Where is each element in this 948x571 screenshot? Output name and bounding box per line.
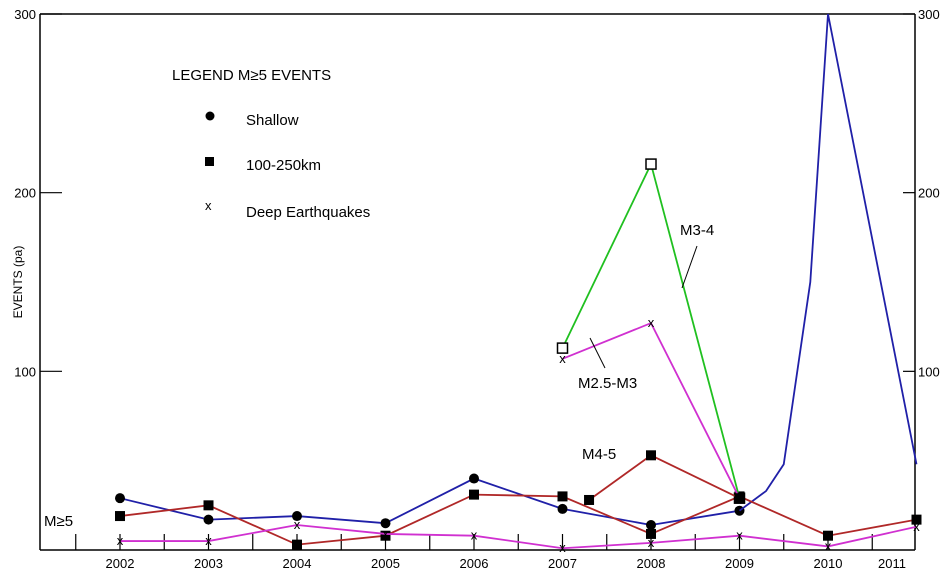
y-axis-label: EVENTS (pa) — [11, 246, 25, 319]
x-tick-label-4: 2006 — [460, 556, 489, 571]
left-y-tick-label-1: 200 — [14, 186, 36, 201]
point-M2.5-M3-0: x — [559, 351, 566, 366]
point-shallow-4 — [469, 473, 479, 484]
legend-marker-100-250km — [205, 157, 214, 166]
point-deep-9: x — [913, 519, 920, 534]
legend-label-shallow: Shallow — [246, 112, 299, 129]
point-mid-depth-0 — [115, 511, 125, 522]
left-y-tick-label-2: 300 — [14, 7, 36, 22]
legend-label-100-250km: 100-250km — [246, 157, 321, 174]
axes — [39, 13, 916, 551]
annotation-leader-m2-5-m3 — [589, 337, 606, 369]
series-line-mid-depth — [119, 493, 917, 546]
x-tick-label-1: 2003 — [194, 556, 223, 571]
point-mid-depth-9 — [911, 514, 922, 525]
point-shallow-0 — [115, 493, 125, 504]
x-tick-label-2: 2004 — [283, 556, 312, 571]
x-tick-label-9: 2011 — [878, 556, 906, 571]
legend-title: LEGEND M≥5 EVENTS — [172, 67, 331, 84]
point-deep-8: x — [825, 538, 832, 553]
annotation-m3-4: M3-4 — [680, 222, 714, 239]
x-tick-label-7: 2009 — [725, 556, 754, 571]
point-shallow-5 — [557, 503, 568, 514]
point-mid-depth-1 — [203, 500, 214, 511]
point-deep-2: x — [294, 517, 301, 532]
point-mid-depth-6 — [646, 528, 656, 539]
point-M4-5-1 — [646, 450, 656, 461]
point-shallow-2 — [292, 511, 302, 522]
point-M2.5-M3-1: x — [648, 315, 655, 330]
x-tick-label-6: 2008 — [637, 556, 666, 571]
point-shallow-3 — [380, 518, 391, 529]
annotations: M3-4 M2.5-M3 M4-5 — [578, 222, 714, 463]
series-shallow — [115, 473, 745, 530]
series-shallow-trend — [738, 13, 918, 512]
series-M4-5 — [584, 450, 745, 505]
series-line-shallow-trend — [738, 13, 918, 512]
series-line-shallow — [119, 477, 740, 526]
point-deep-1: x — [205, 533, 212, 548]
point-deep-3: x — [382, 526, 389, 541]
left-y-ticks: 100 200 300 — [14, 7, 62, 379]
right-y-tick-label-2: 300 — [918, 7, 940, 22]
x-tick-label-5: 2007 — [548, 556, 577, 571]
point-deep-7: x — [736, 528, 743, 543]
annotation-m2-5-m3: M2.5-M3 — [578, 375, 637, 392]
x-ticks: 2002 2003 2004 2005 2006 2007 2008 2009 2010 2011 — [75, 534, 906, 571]
x-tick-label-8: 2010 — [814, 556, 843, 571]
point-M4-5-0 — [584, 494, 595, 505]
series-layer: x x x x x x x x x x x x x — [115, 13, 922, 555]
point-M4-5-2 — [734, 493, 745, 504]
point-deep-6: x — [648, 535, 655, 550]
left-y-tick-label-0: 100 — [14, 364, 36, 379]
point-mid-depth-5 — [557, 491, 568, 502]
point-M3-4-1 — [645, 158, 657, 170]
right-y-tick-label-0: 100 — [918, 364, 940, 379]
right-y-tick-label-1: 200 — [918, 186, 940, 201]
point-shallow-1 — [203, 514, 214, 525]
point-mid-depth-4 — [469, 489, 479, 500]
annotation-leader-m3-4 — [681, 245, 698, 289]
point-mid-depth-8 — [823, 530, 833, 541]
annotation-m4-5: M4-5 — [582, 446, 616, 463]
point-deep-4: x — [471, 528, 478, 543]
legend-marker-deep: x — [205, 198, 212, 213]
point-shallow-6 — [646, 519, 656, 530]
point-mid-depth-3 — [380, 530, 391, 541]
series-deep: x x x x x x x x x x — [117, 517, 921, 555]
point-deep-0: x — [117, 533, 124, 548]
legend-marker-shallow — [205, 111, 215, 121]
x-tick-label-3: 2005 — [371, 556, 400, 571]
point-deep-5: x — [559, 540, 566, 555]
legend-label-deep: Deep Earthquakes — [246, 204, 370, 221]
legend: LEGEND M≥5 EVENTS Shallow 100-250km x De… — [172, 67, 370, 221]
series-line-deep — [120, 524, 917, 550]
x-tick-label-0: 2002 — [106, 556, 135, 571]
series-line-M2.5-M3 — [562, 321, 741, 499]
point-M3-4-0 — [556, 342, 569, 354]
group-label-m5: M≥5 — [44, 513, 73, 530]
right-y-ticks: 100 200 300 — [903, 7, 940, 379]
point-mid-depth-2 — [292, 539, 302, 550]
